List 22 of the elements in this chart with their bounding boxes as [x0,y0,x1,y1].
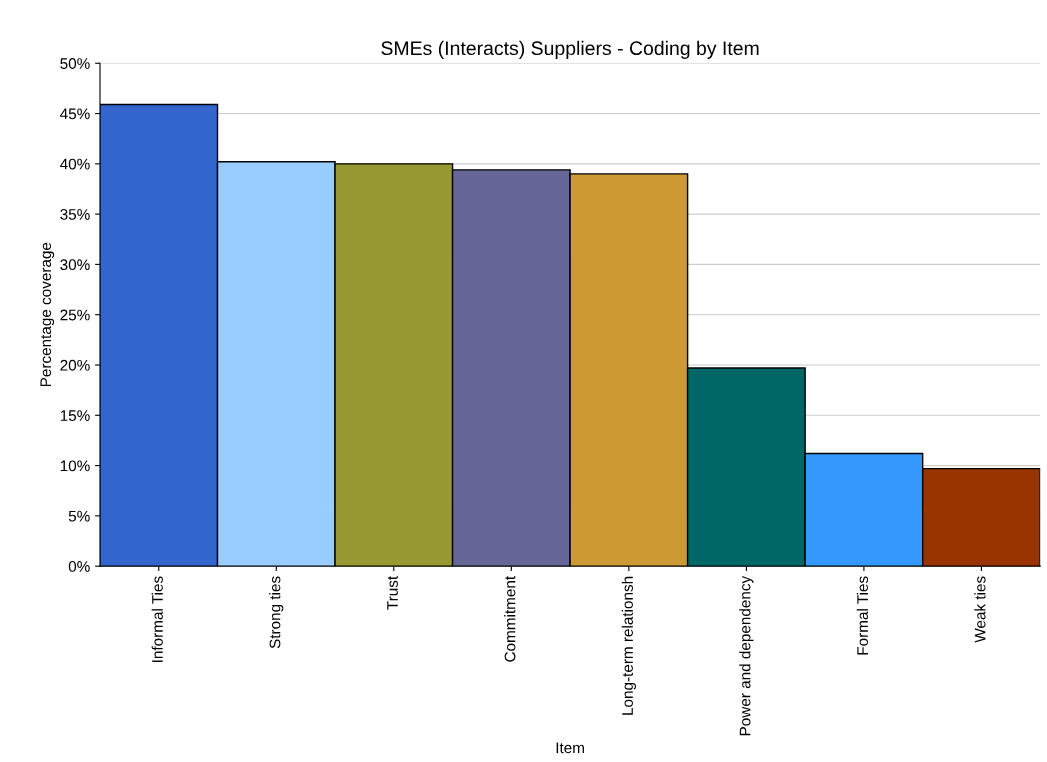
x-tick-label: Strong ties [269,576,284,649]
y-tick-label: 45% [60,108,90,120]
chart-title: SMEs (Interacts) Suppliers - Coding by Item [381,40,759,59]
y-tick-label: 20% [60,359,90,371]
y-tick-label: 40% [60,158,90,170]
y-tick-label: 5% [68,510,90,522]
x-axis-title: Item [556,742,584,754]
y-tick-label: 15% [60,410,90,421]
y-tick-label: 10% [60,460,90,472]
y-tick-label: 50% [60,58,90,69]
x-tick-label: Power and dependency [739,575,754,736]
x-tick-label: Commitment [504,576,516,662]
y-tick-label: 35% [60,208,90,220]
y-tick-label: 0% [68,561,90,572]
x-tick-label: Long-term relationsh [621,576,636,715]
x-tick-label: Trust [387,576,398,610]
y-tick-label: 25% [60,309,90,321]
y-tick-label: 30% [60,259,90,271]
x-tick-label: Weak ties [974,576,986,643]
y-axis-title: Percentage coverage [40,242,55,387]
x-tick-label: Informal Ties [151,576,163,662]
x-tick-label: Formal Ties [856,576,869,655]
